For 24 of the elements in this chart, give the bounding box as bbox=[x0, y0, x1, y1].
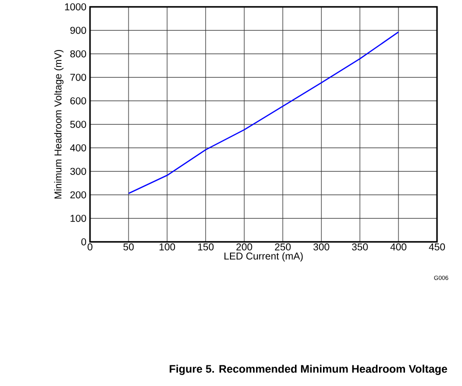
y-tick-label: 600 bbox=[70, 97, 86, 104]
y-tick-label: 800 bbox=[70, 50, 86, 58]
x-tick-label: 450 bbox=[428, 243, 445, 250]
x-tick-label: 50 bbox=[123, 243, 134, 250]
y-tick-label: 200 bbox=[70, 191, 86, 198]
x-tick-label: 250 bbox=[274, 243, 291, 250]
x-tick-label: 350 bbox=[352, 243, 368, 250]
y-axis-title: Minimum Headroom Voltage (mV) bbox=[54, 50, 64, 199]
y-tick-label: 100 bbox=[70, 214, 86, 222]
y-tick-label: 1000 bbox=[65, 3, 86, 10]
x-tick-label: 100 bbox=[160, 243, 176, 250]
text: Figure 5. Recommended Minimum Headroom Voltage bbox=[170, 364, 448, 376]
x-tick-label: 300 bbox=[313, 243, 330, 250]
y-tick-label: 400 bbox=[70, 144, 86, 152]
x-tick-label: 150 bbox=[198, 243, 214, 250]
y-tick-label: 300 bbox=[70, 168, 86, 175]
x-axis-title: LED Current (mA) bbox=[224, 252, 303, 262]
y-tick-label: 0 bbox=[81, 238, 86, 246]
y-tick-label: 900 bbox=[70, 26, 86, 34]
y-tick-label: 700 bbox=[70, 74, 86, 81]
x-tick-label: 400 bbox=[390, 243, 406, 250]
x-tick-label: 0 bbox=[88, 243, 92, 250]
y-tick-label: 500 bbox=[70, 120, 86, 128]
x-tick-label: 200 bbox=[236, 243, 252, 250]
